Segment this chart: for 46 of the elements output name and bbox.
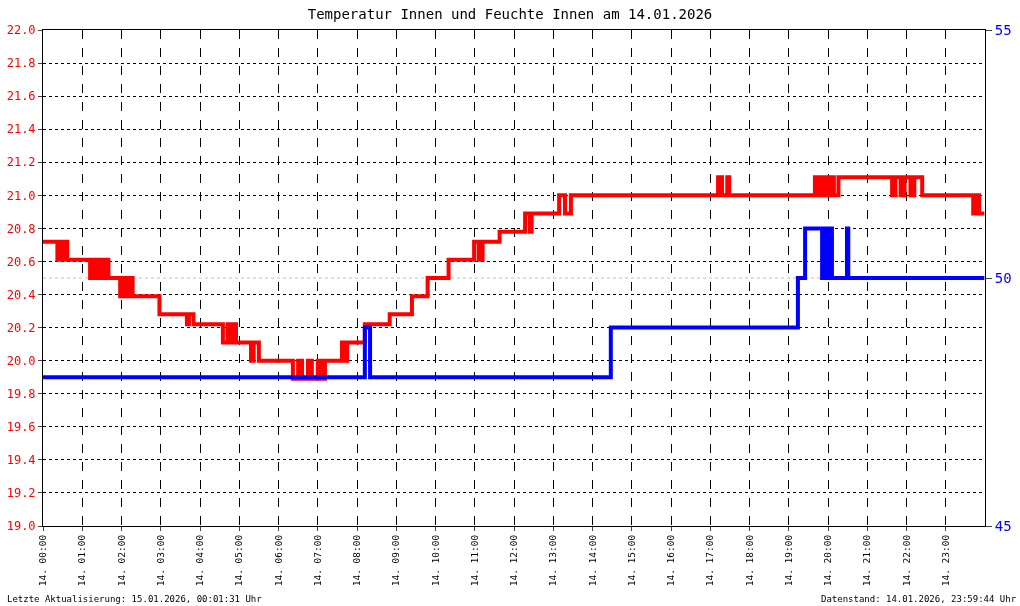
y2-tick-label: 55 [994,21,1012,38]
x-tick-label: 14. 19:00 [782,534,794,587]
text: Letzte Aktualisierung: 15.01.2026, 00:01:31 Uhr [7,594,263,604]
x-tick-label: 14. 22:00 [900,534,912,587]
x-tick-label: 14. 06:00 [272,534,284,587]
y-tick-label: 19.6 [6,420,36,434]
x-tick-label: 14. 11:00 [468,534,480,587]
y-tick-label: 19.4 [6,453,36,468]
x-tick-label: 14. 14:00 [586,534,598,587]
y-tick-label: 21.6 [6,89,36,104]
chart-title: Temperatur Innen und Feuchte Innen am 14.01.2026 [307,5,713,22]
y2-tick-label: 50 [994,269,1012,286]
x-tick-label: 14. 09:00 [390,534,402,587]
x-tick-label: 14. 08:00 [351,534,363,587]
x-tick-label: 14. 15:00 [625,534,637,587]
text: Datenstand: 14.01.2026, 23:59:44 Uhr [821,594,1017,604]
x-tick-label: 14. 17:00 [704,534,716,587]
y2-tick-label: 45 [994,517,1012,534]
x-tick-label: 14. 20:00 [822,534,834,587]
x-tick-label: 14. 16:00 [665,534,677,587]
x-tick-label: 14. 13:00 [547,534,559,587]
x-tick-label: 14. 03:00 [154,534,166,587]
y-tick-label: 19.2 [6,486,36,501]
x-tick-label: 14. 12:00 [508,534,520,587]
y-tick-label: 20.8 [6,221,36,236]
y-tick-label: 20.4 [6,287,36,302]
y-tick-label: 21.0 [6,188,36,203]
x-tick-label: 14. 02:00 [115,534,127,587]
y-tick-label: 21.8 [6,56,36,71]
y-tick-label: 22.0 [6,23,36,38]
y-tick-label: 21.4 [6,122,36,137]
y-tick-label: 20.6 [6,254,36,269]
x-tick-label: 14. 00:00 [37,534,49,587]
x-tick-label: 14. 07:00 [311,534,323,587]
x-tick-label: 14. 23:00 [939,534,951,587]
y-tick-label: 20.0 [6,353,36,368]
x-tick-label: 14. 18:00 [743,534,755,587]
x-tick-label: 14. 10:00 [429,534,441,587]
x-tick-label: 14. 04:00 [194,534,206,587]
x-tick-label: 14. 05:00 [233,534,245,587]
y-tick-label: 21.2 [6,155,36,170]
x-tick-label: 14. 21:00 [861,534,873,587]
x-tick-label: 14. 01:00 [76,534,88,587]
y-tick-label: 19.8 [6,386,36,401]
y-tick-label: 19.0 [6,519,36,534]
y-tick-label: 20.2 [6,320,36,335]
